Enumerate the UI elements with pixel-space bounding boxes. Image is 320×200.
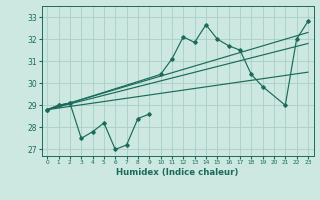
X-axis label: Humidex (Indice chaleur): Humidex (Indice chaleur) (116, 168, 239, 177)
